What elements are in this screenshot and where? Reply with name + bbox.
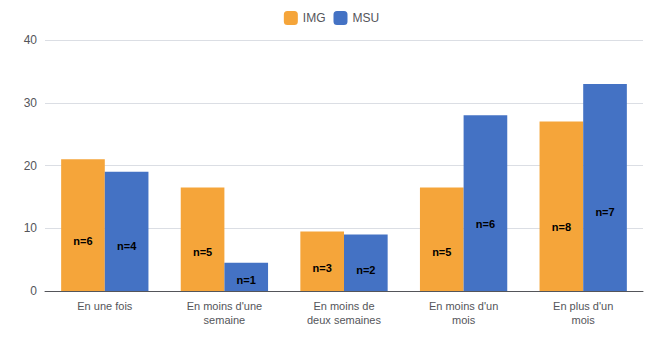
svg-text:n=4: n=4 bbox=[117, 240, 137, 252]
svg-text:n=5: n=5 bbox=[193, 246, 212, 258]
svg-text:0: 0 bbox=[30, 284, 37, 298]
svg-text:n=3: n=3 bbox=[313, 262, 332, 274]
svg-text:10: 10 bbox=[24, 221, 38, 235]
svg-text:deux semaines: deux semaines bbox=[307, 314, 381, 326]
svg-text:mois: mois bbox=[452, 314, 476, 326]
svg-text:mois: mois bbox=[572, 314, 596, 326]
svg-text:En moins d'une: En moins d'une bbox=[187, 300, 262, 312]
svg-text:40: 40 bbox=[24, 33, 38, 47]
svg-text:n=8: n=8 bbox=[552, 221, 571, 233]
svg-text:En moins de: En moins de bbox=[313, 300, 374, 312]
svg-text:n=7: n=7 bbox=[595, 206, 614, 218]
svg-text:En moins d'un: En moins d'un bbox=[429, 300, 498, 312]
svg-text:IMG: IMG bbox=[303, 11, 326, 25]
svg-text:n=1: n=1 bbox=[237, 274, 256, 286]
svg-text:30: 30 bbox=[24, 96, 38, 110]
svg-text:n=6: n=6 bbox=[73, 235, 92, 247]
svg-text:n=5: n=5 bbox=[432, 246, 451, 258]
svg-text:n=6: n=6 bbox=[476, 218, 495, 230]
svg-text:semaine: semaine bbox=[204, 314, 246, 326]
svg-text:En une fois: En une fois bbox=[77, 300, 133, 312]
svg-text:En plus d'un: En plus d'un bbox=[553, 300, 613, 312]
svg-text:MSU: MSU bbox=[352, 11, 379, 25]
svg-text:n=2: n=2 bbox=[356, 264, 375, 276]
svg-text:20: 20 bbox=[24, 159, 38, 173]
